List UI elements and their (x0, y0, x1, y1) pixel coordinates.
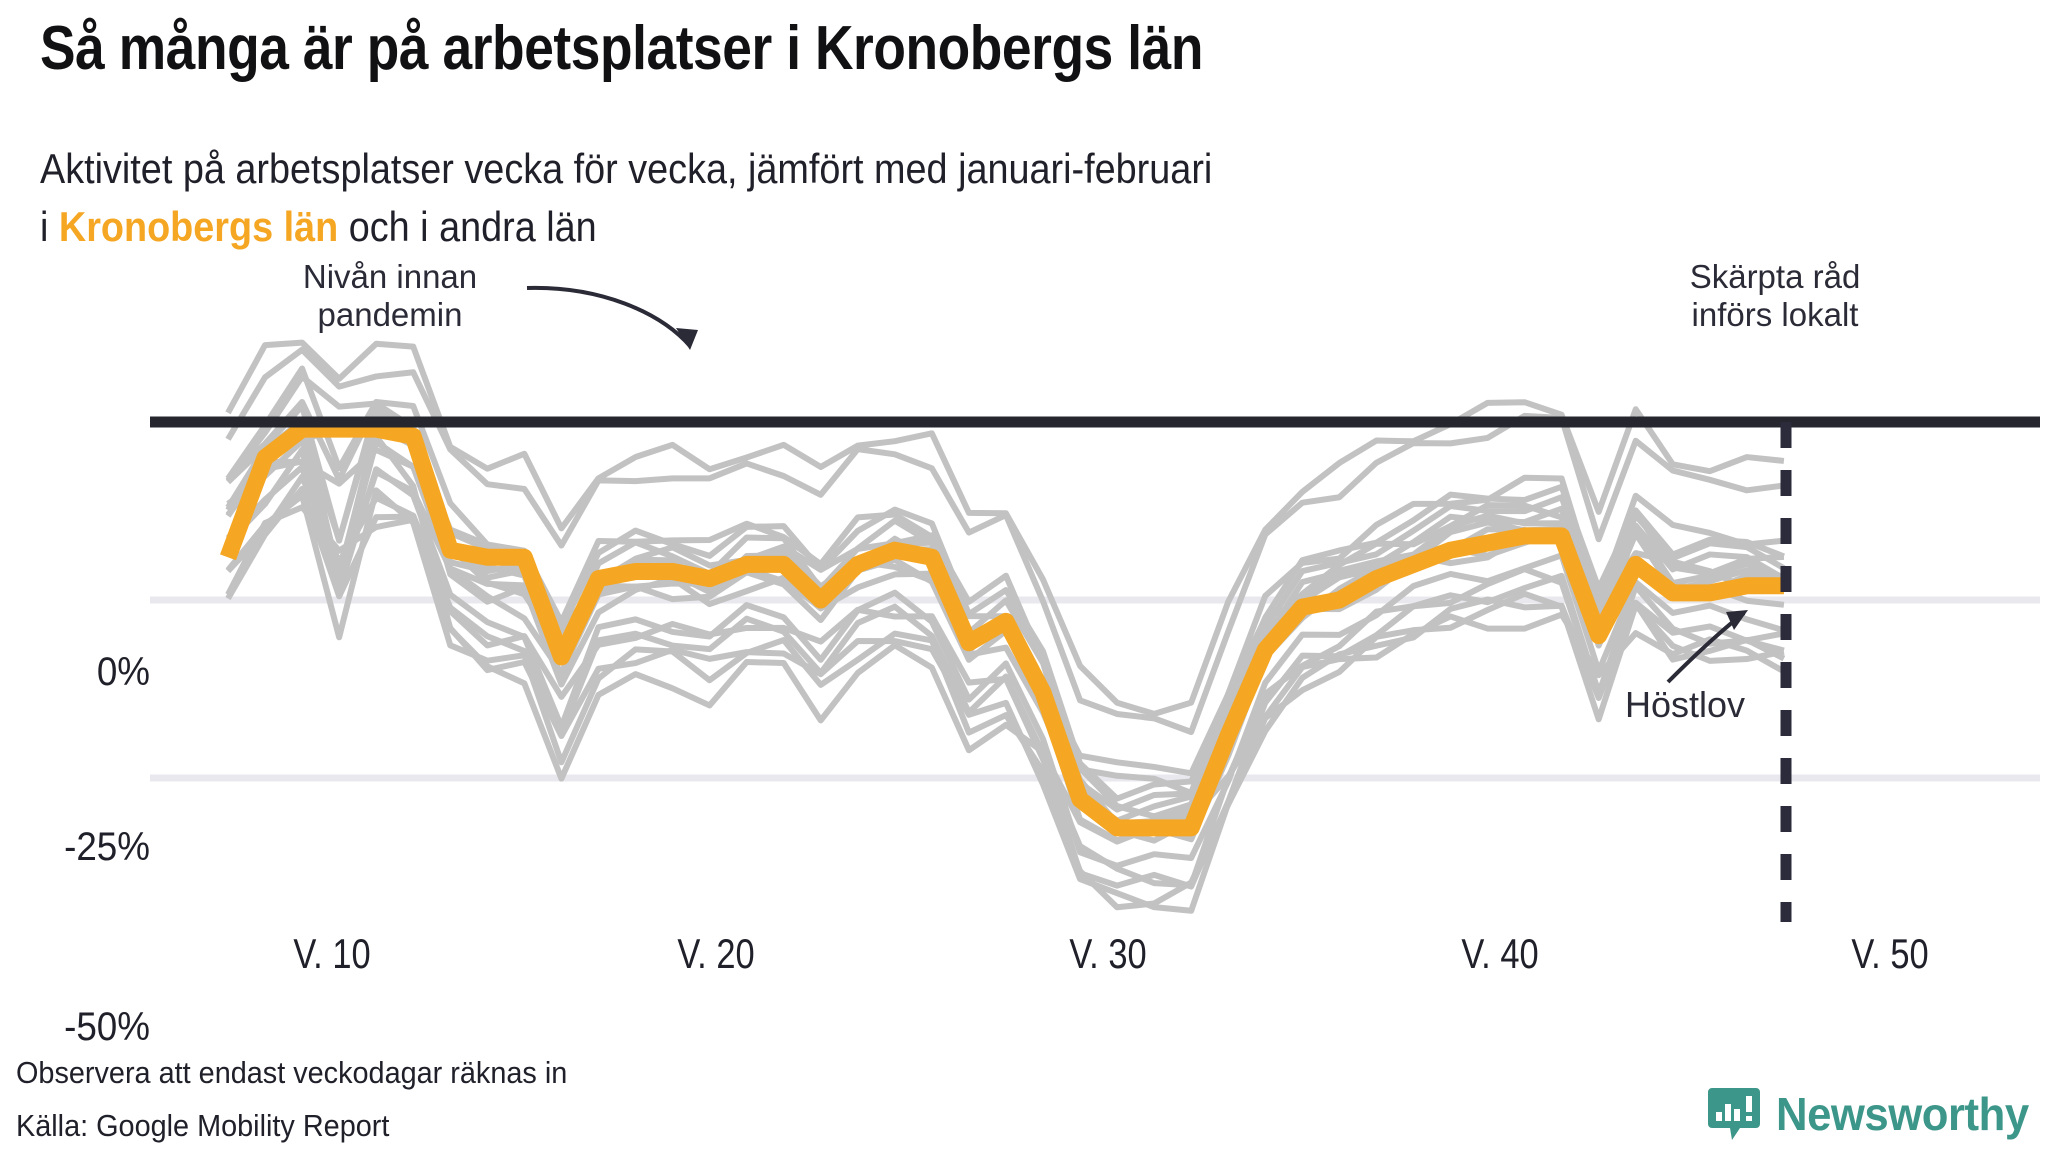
footnote-source: Källa: Google Mobility Report (16, 1108, 390, 1143)
plot-area (0, 250, 2048, 930)
pre-pandemic-arrow (526, 285, 698, 350)
subtitle-prefix: i (40, 203, 59, 250)
x-axis-labels: V. 10 V. 20 V. 30 V. 40 V. 50 (0, 930, 2048, 1000)
chart-subtitle-line2: i Kronobergs län och i andra län (40, 198, 1525, 256)
highlight-series-line (220, 420, 1784, 837)
other-series-line (225, 339, 1785, 717)
y-tick-50: -50% (64, 1005, 150, 1049)
y-tick-25: -25% (64, 825, 150, 869)
subtitle-highlight-region: Kronobergs län (58, 203, 339, 250)
annotation-pre-pandemic: Nivån innan pandemin (240, 258, 540, 334)
x-tick-v50: V. 50 (1851, 930, 1929, 977)
newsworthy-logo: Newsworthy (1706, 1084, 2042, 1144)
chart-subtitle-line1: Aktivitet på arbetsplatser vecka för vec… (40, 145, 1213, 192)
other-series-line (226, 423, 1786, 845)
other-series-line (225, 487, 1786, 911)
annotation-pre-pandemic-line1: Nivån innan (302, 258, 478, 295)
hostlov-arrow (1666, 610, 1748, 684)
annotation-pre-pandemic-line2: pandemin (317, 296, 463, 333)
other-series-line (225, 485, 1785, 914)
chart-subtitle: Aktivitet på arbetsplatser vecka för vec… (40, 140, 1525, 256)
newsworthy-logo-text: Newsworthy (1776, 1088, 2029, 1140)
y-tick-0: 0% (96, 650, 150, 694)
newsworthy-bubble-chart-icon (1708, 1088, 1761, 1140)
x-tick-v20: V. 20 (677, 930, 755, 977)
annotation-stricter-line2: införs lokalt (1691, 296, 1859, 333)
series-lines (220, 339, 1786, 914)
subtitle-suffix: och i andra län (338, 203, 597, 250)
footnote-note: Observera att endast veckodagar räknas i… (16, 1055, 568, 1090)
x-tick-v10: V. 10 (293, 930, 371, 977)
annotation-stricter-rules: Skärpta råd införs lokalt (1620, 258, 1930, 334)
x-tick-v40: V. 40 (1461, 930, 1539, 977)
annotation-autumn-break: Höstlov (1625, 684, 1746, 725)
line-chart-svg (150, 285, 2040, 922)
page-title: Så många är på arbetsplatser i Kronoberg… (40, 14, 1203, 83)
x-tick-v30: V. 30 (1069, 930, 1147, 977)
other-series-line (225, 365, 1785, 796)
annotation-stricter-line1: Skärpta råd (1689, 258, 1861, 295)
gridlines (150, 596, 2040, 782)
other-series-line (225, 446, 1785, 869)
y-axis-labels: 0% -25% -50% (0, 250, 150, 1049)
